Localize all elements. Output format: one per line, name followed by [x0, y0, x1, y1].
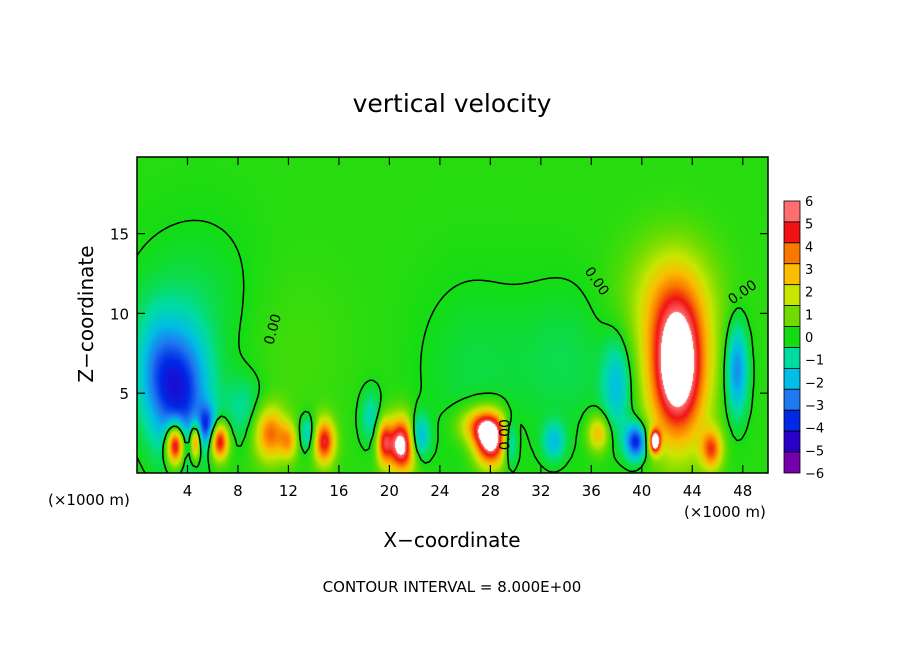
plot-frame: [136, 156, 769, 474]
colorbar-swatch: [783, 347, 801, 369]
colorbar-swatch: [783, 221, 801, 244]
x-ticks: 4 8 12 16 20 24 28 32 36 40 44 48: [183, 157, 752, 500]
colorbar-label: −4: [805, 422, 824, 437]
colorbar-label: 1: [805, 308, 813, 323]
x-tick-label: 48: [733, 482, 752, 500]
colorbar-swatch: [783, 388, 801, 411]
x-tick-label: 4: [183, 482, 193, 500]
colorbar: 6 5 4 3 2 1 0 −1 −2 −3 −4 −5 −6: [783, 195, 824, 482]
contour-label: 0.00: [262, 312, 286, 346]
x-unit-left: (×1000 m): [48, 491, 130, 509]
zero-contours: [137, 219, 755, 473]
y-axis-label: Z−coordinate: [74, 245, 98, 382]
contour-interval-note: CONTOUR INTERVAL = 8.000E+00: [323, 578, 582, 596]
colorbar-label: 3: [805, 263, 813, 278]
colorbar-label: −1: [805, 354, 824, 369]
colorbar-label: −2: [805, 376, 824, 391]
y-ticks: 5 10 15: [110, 226, 768, 403]
colorbar-label: 4: [805, 240, 813, 255]
x-tick-label: 28: [481, 482, 500, 500]
colorbar-swatch: [783, 326, 801, 348]
colorbar-label: 2: [805, 286, 813, 301]
x-tick-label: 8: [233, 482, 243, 500]
colorbar-swatch: [783, 242, 801, 265]
contour-label: 0.00: [498, 419, 514, 450]
zero-contour-line: [137, 219, 755, 473]
colorbar-label: −6: [805, 467, 824, 482]
y-tick-label: 15: [110, 226, 129, 244]
x-tick-label: 24: [430, 482, 449, 500]
y-tick-label: 5: [119, 385, 129, 403]
colorbar-swatch: [783, 409, 801, 432]
velocity-field: [137, 157, 768, 473]
x-tick-label: 32: [531, 482, 550, 500]
x-unit-right: (×1000 m): [684, 503, 766, 521]
colorbar-label: −5: [805, 444, 824, 459]
colorbar-swatch: [783, 263, 801, 286]
colorbar-swatch: [783, 430, 801, 453]
x-axis-label: X−coordinate: [383, 528, 520, 552]
plot-area: 0.000.00 0.000.00 4 8 12 16 20 24 28 32 36 40 44 48 …: [110, 156, 769, 500]
chart-title: vertical velocity: [353, 89, 552, 118]
x-tick-label: 44: [683, 482, 702, 500]
colorbar-label: 0: [805, 331, 813, 346]
colorbar-label: 5: [805, 218, 813, 233]
x-tick-label: 36: [582, 482, 601, 500]
colorbar-swatch: [783, 367, 801, 390]
colorbar-label: 6: [805, 195, 813, 210]
colorbar-swatch: [783, 451, 801, 474]
colorbar-swatch: [783, 284, 801, 307]
x-tick-label: 40: [632, 482, 651, 500]
x-tick-label: 20: [380, 482, 399, 500]
colorbar-swatch: [783, 200, 801, 223]
x-tick-label: 16: [329, 482, 348, 500]
colorbar-label: −3: [805, 399, 824, 414]
y-tick-label: 10: [110, 305, 129, 323]
colorbar-swatch: [783, 305, 801, 327]
x-tick-label: 12: [279, 482, 298, 500]
